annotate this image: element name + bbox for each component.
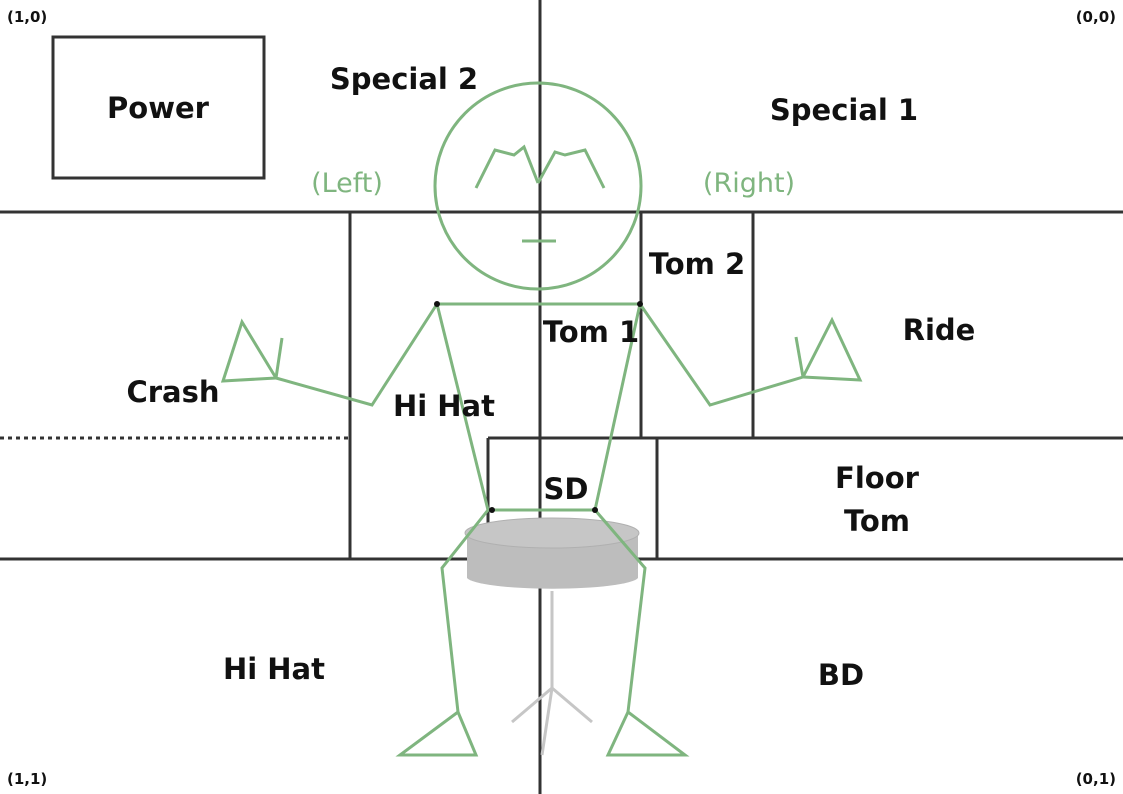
zone-label-ride: Ride bbox=[903, 313, 976, 347]
right-arm bbox=[638, 303, 804, 407]
left-thumb bbox=[274, 337, 284, 379]
left-hand-icon bbox=[220, 318, 279, 383]
left-arm bbox=[275, 303, 439, 407]
zone-label-floor-tom-line2: Tom bbox=[844, 504, 910, 538]
zone-label-sd: SD bbox=[544, 472, 589, 506]
head-icon bbox=[433, 81, 643, 291]
zone-label-hi-hat-upper: Hi Hat bbox=[393, 389, 495, 423]
snare-stand bbox=[511, 591, 593, 756]
torso bbox=[435, 303, 642, 512]
joint-dots bbox=[434, 301, 643, 513]
corner-label-bottom-right: (0,1) bbox=[1076, 770, 1116, 788]
corner-label-top-left: (1,0) bbox=[7, 8, 47, 26]
zone-label-special-2: Special 2 bbox=[330, 62, 478, 96]
snare-drum-top bbox=[464, 517, 640, 549]
zone-label-tom-1: Tom 1 bbox=[543, 315, 639, 349]
side-label-right: (Right) bbox=[703, 168, 795, 199]
power-box bbox=[51, 35, 266, 180]
side-label-left: (Left) bbox=[311, 168, 383, 199]
stick-figure-drummer bbox=[220, 81, 863, 757]
zone-label-crash: Crash bbox=[126, 375, 219, 409]
corner-label-top-right: (0,0) bbox=[1076, 8, 1116, 26]
left-leg bbox=[440, 509, 490, 713]
right-hand-icon bbox=[800, 316, 863, 382]
zone-label-floor-tom-line1: Floor bbox=[835, 461, 920, 495]
snare-drum-body bbox=[467, 533, 638, 589]
right-eyebrow bbox=[536, 148, 606, 189]
zone-label-hi-hat-lower: Hi Hat bbox=[223, 652, 325, 686]
zone-label-tom-2: Tom 2 bbox=[649, 247, 745, 281]
left-eyebrow bbox=[474, 144, 540, 189]
zone-label-power: Power bbox=[107, 91, 210, 125]
left-foot-icon bbox=[395, 709, 479, 757]
corner-label-bottom-left: (1,1) bbox=[7, 770, 47, 788]
zone-label-bd: BD bbox=[818, 658, 864, 692]
right-leg bbox=[593, 509, 647, 713]
snare-drum bbox=[464, 517, 640, 756]
right-thumb bbox=[794, 336, 805, 378]
zone-label-special-1: Special 1 bbox=[770, 93, 918, 127]
right-foot-icon bbox=[605, 709, 690, 757]
